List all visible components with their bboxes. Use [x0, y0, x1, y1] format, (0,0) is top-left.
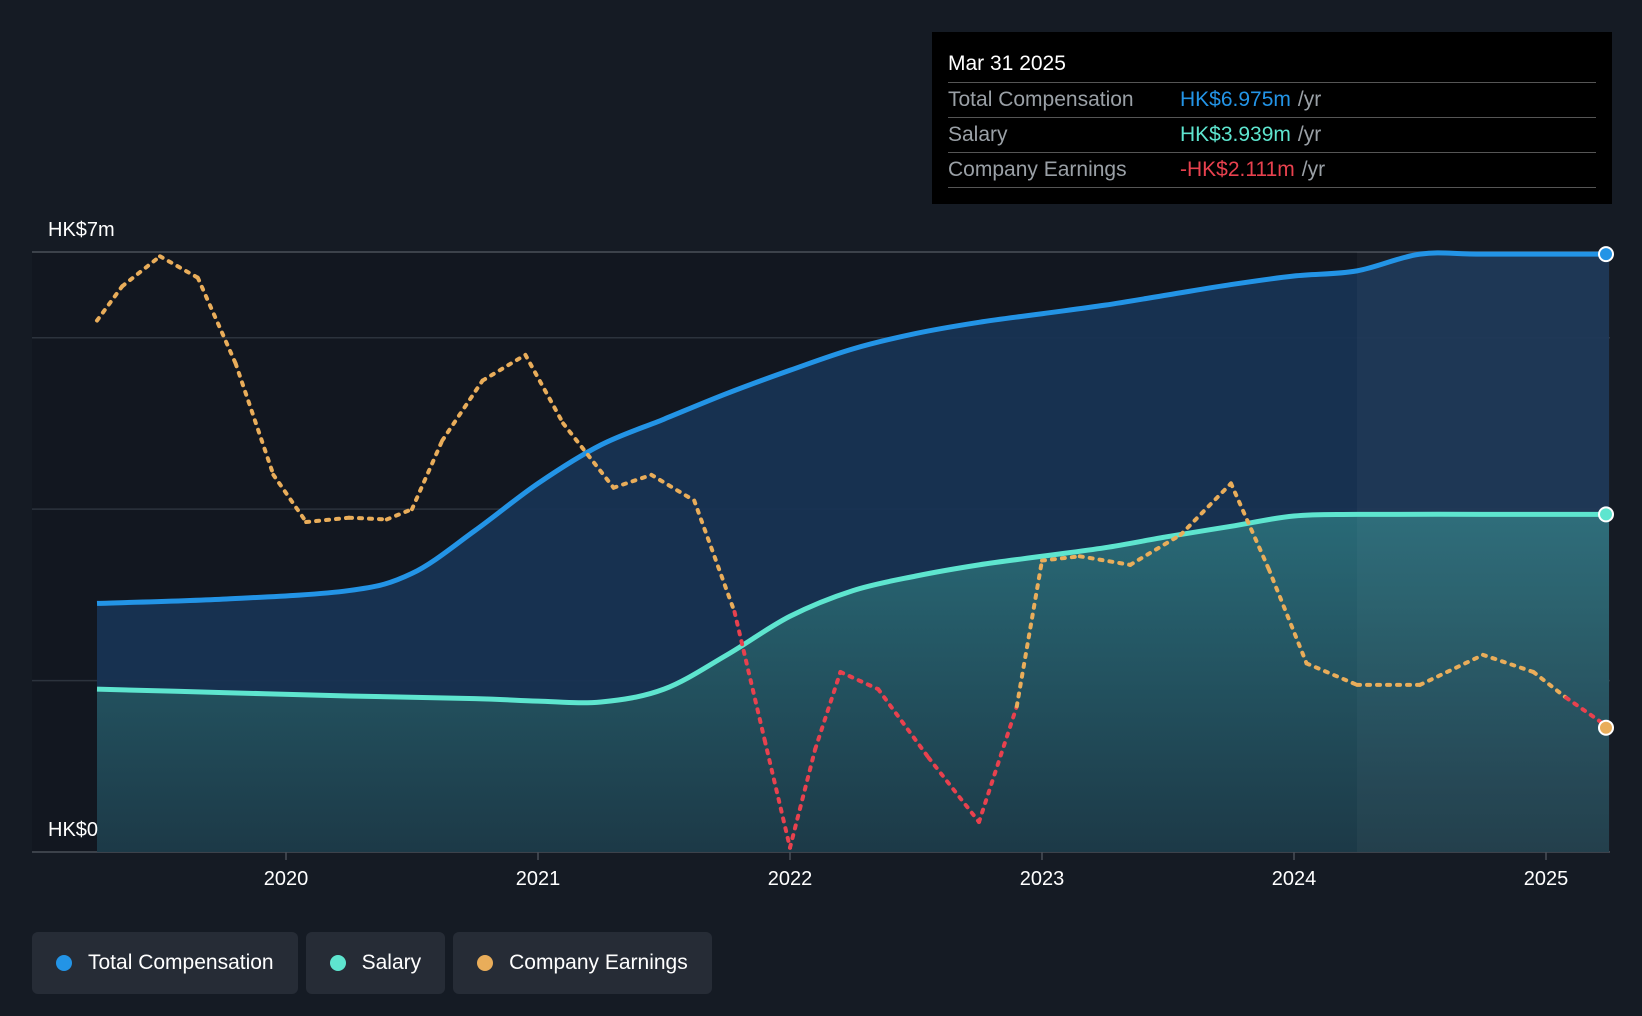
tooltip-value: HK$3.939m — [1180, 123, 1291, 146]
x-tick-label: 2020 — [264, 868, 309, 890]
company-earnings-segment — [195, 275, 238, 366]
salary-endpoint — [1598, 506, 1614, 523]
x-tick-label: 2025 — [1524, 868, 1569, 890]
company-earnings-segment — [977, 704, 1019, 824]
salary-area — [97, 514, 1609, 852]
company-earnings-segment — [384, 507, 414, 522]
y-min-label: HK$0 — [48, 819, 98, 841]
legend-dot-icon — [56, 955, 72, 971]
legend-item-company-earnings[interactable]: Company Earnings — [453, 932, 712, 994]
tooltip-label: Total Compensation — [948, 88, 1134, 111]
company-earnings-segment — [347, 515, 389, 522]
tooltip: Mar 31 2025 Total Compensation HK$6.975m… — [932, 32, 1612, 204]
tooltip-label: Salary — [948, 123, 1008, 146]
company-earnings-segment — [762, 738, 792, 850]
tooltip-row-salary: Salary HK$3.939m /yr — [948, 118, 1596, 153]
company-earnings-segment — [561, 421, 616, 490]
company-earnings-segment — [1418, 652, 1485, 687]
company-earnings-segment — [788, 747, 818, 850]
company-earnings-segment — [1266, 567, 1309, 666]
legend-label: Salary — [361, 951, 422, 974]
total-compensation-endpoint — [1598, 246, 1614, 263]
y-max-label: HK$7m — [48, 219, 115, 241]
company-earnings-segment — [1178, 481, 1233, 537]
company-earnings-segment — [523, 352, 566, 426]
company-earnings-segment — [1014, 558, 1044, 709]
x-tick-label: 2022 — [768, 868, 813, 890]
company-earnings-segment — [611, 472, 654, 490]
legend-dot-icon — [329, 955, 346, 971]
legend-label: Total Compensation — [88, 951, 274, 974]
company-earnings-segment — [271, 472, 309, 524]
tooltip-date: Mar 31 2025 — [948, 46, 1596, 83]
salary-line — [96, 511, 1609, 706]
company-earnings-segment — [1531, 670, 1569, 700]
company-earnings-segment — [838, 670, 881, 692]
tooltip-row-earnings: Company Earnings -HK$2.111m /yr — [948, 153, 1596, 188]
legend-item-total-compensation[interactable]: Total Compensation — [32, 932, 298, 994]
tooltip-unit: /yr — [1297, 88, 1322, 111]
company-earnings-segment — [440, 378, 485, 443]
legend-label: Company Earnings — [509, 951, 688, 974]
company-earnings-segment — [233, 361, 276, 477]
total-compensation-line — [96, 250, 1609, 606]
tooltip-row-total: Total Compensation HK$6.975m /yr — [948, 83, 1596, 118]
x-tick-label: 2023 — [1020, 868, 1065, 890]
company-earnings-segment — [410, 438, 445, 512]
company-earnings-segment — [813, 670, 843, 752]
tooltip-label: Company Earnings — [948, 158, 1127, 181]
x-tick-label: 2024 — [1272, 868, 1317, 890]
company-earnings-segment — [732, 610, 767, 743]
tooltip-unit: /yr — [1297, 123, 1322, 146]
company-earnings-segment — [1481, 652, 1536, 674]
legend: Total Compensation Salary Company Earnin… — [32, 932, 712, 994]
company-earnings-segment — [1040, 554, 1082, 563]
legend-item-salary[interactable]: Salary — [305, 932, 446, 994]
company-earnings-segment — [304, 515, 351, 524]
tooltip-unit: /yr — [1301, 158, 1326, 181]
company-earnings-segment — [1304, 661, 1359, 687]
recent-period-band — [1357, 252, 1610, 852]
company-earnings-segment — [120, 254, 162, 289]
company-earnings-segment — [480, 352, 528, 383]
tooltip-value: HK$6.975m — [1180, 88, 1291, 111]
company-earnings-segment — [692, 498, 737, 614]
company-earnings-segment — [1229, 481, 1271, 572]
x-tick-label: 2021 — [516, 868, 561, 890]
tooltip-value: -HK$2.111m — [1180, 158, 1295, 181]
company-earnings-segment — [649, 472, 697, 503]
company-earnings-segment — [158, 254, 200, 280]
company-earnings-endpoint — [1598, 719, 1614, 736]
company-earnings-segment — [876, 687, 931, 760]
company-earnings-segment — [95, 284, 125, 323]
company-earnings-segment — [1077, 554, 1133, 567]
company-earnings-segment — [1128, 532, 1183, 567]
company-earnings-segment — [926, 755, 981, 824]
legend-dot-icon — [477, 955, 494, 971]
